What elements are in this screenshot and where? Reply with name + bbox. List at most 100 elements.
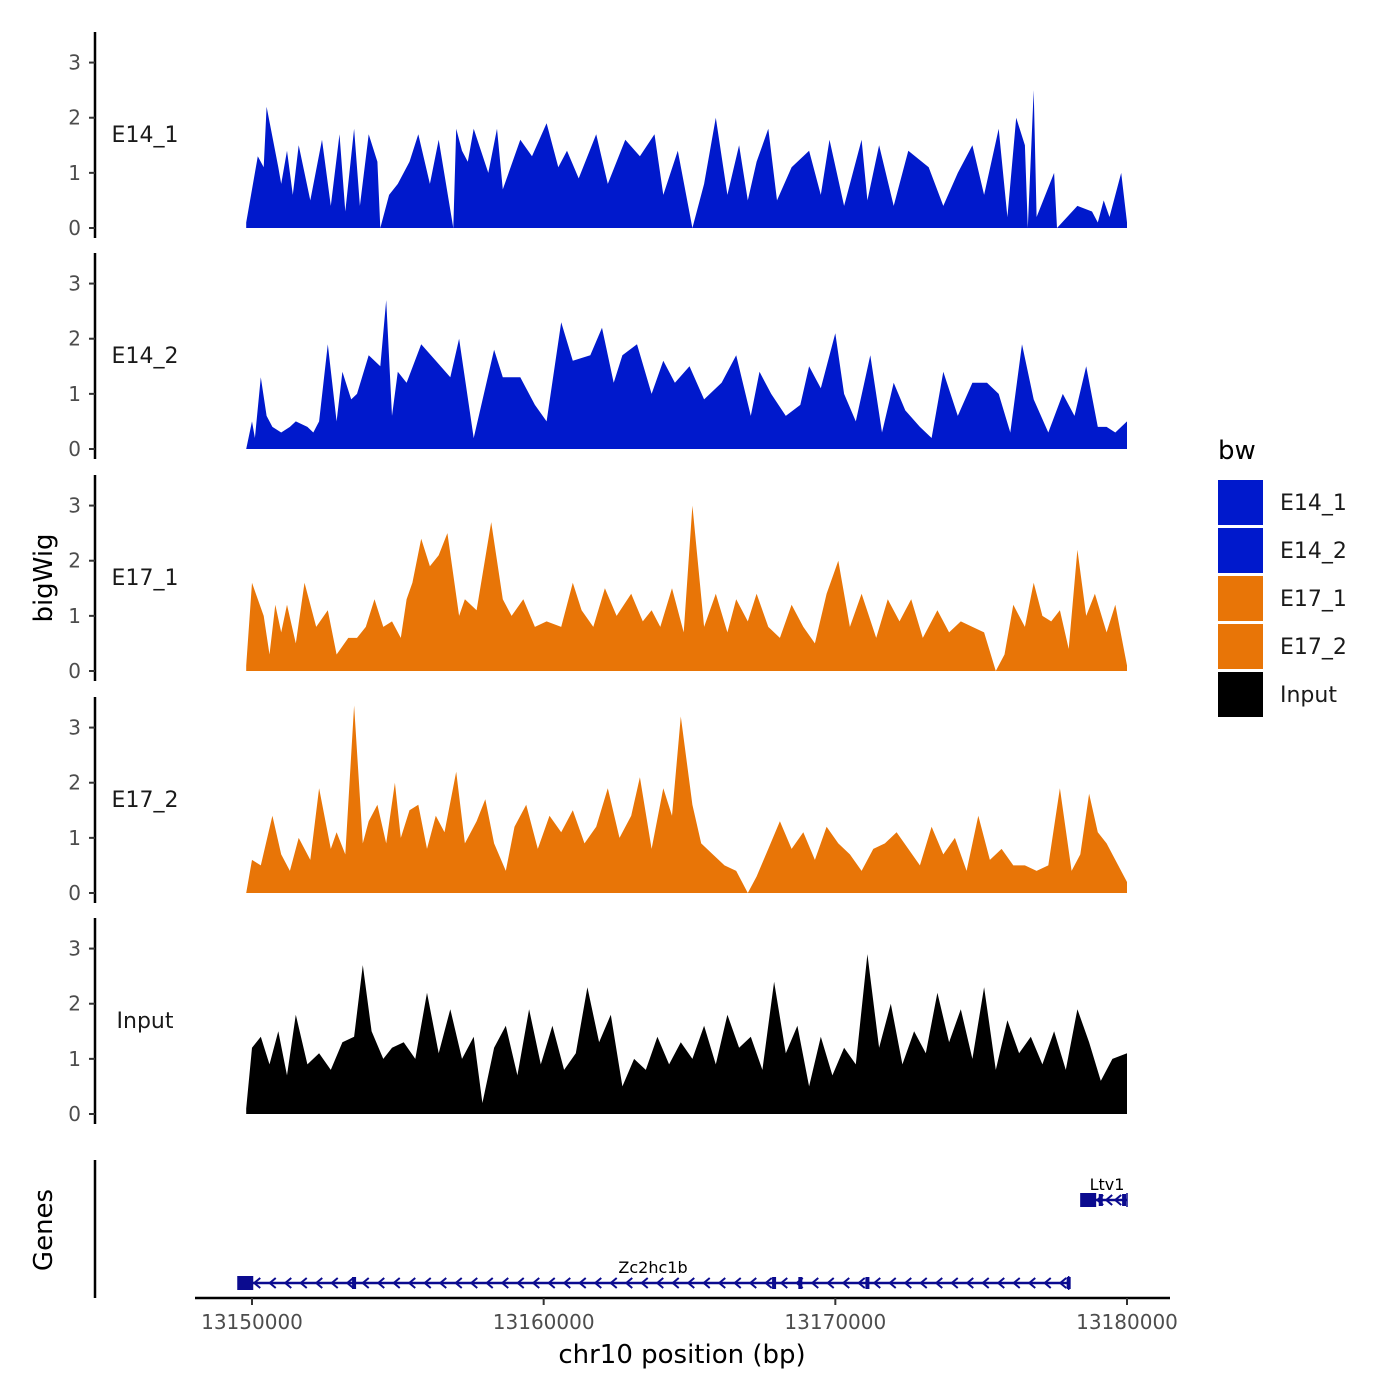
- strand-arrow: [314, 1277, 323, 1289]
- legend-item-e14-2: E14_2: [1218, 528, 1347, 573]
- exon: [1080, 1193, 1097, 1207]
- bigwig-panels: 0 1 2 3 E14_1 0 1 2 3 E14_2 0 1 2 3 E17_1 0 1 2 3 E17_2 0 1 2 3…: [68, 32, 1127, 1126]
- strand-arrow: [934, 1277, 943, 1289]
- strand-arrow: [361, 1277, 370, 1289]
- panel-e17-1: 0 1 2 3 E17_1: [68, 475, 1127, 683]
- strand-arrow: [950, 1277, 959, 1289]
- strand-arrow: [376, 1277, 385, 1289]
- panel-e14-2: 0 1 2 3 E14_2: [68, 253, 1127, 461]
- strand-arrow: [764, 1277, 773, 1289]
- strand-arrow: [996, 1277, 1005, 1289]
- strand-arrow: [454, 1277, 463, 1289]
- panel-label: E17_2: [112, 788, 179, 813]
- strand-arrow: [888, 1277, 897, 1289]
- legend-swatch: [1218, 672, 1263, 717]
- legend-item-e14-1: E14_1: [1218, 480, 1347, 525]
- y-tick-label: 2: [68, 992, 81, 1016]
- strand-arrow: [283, 1277, 292, 1289]
- strand-arrow: [919, 1277, 928, 1289]
- gene-ltv1: Ltv1: [1080, 1175, 1128, 1207]
- strand-arrow: [702, 1277, 711, 1289]
- exon: [798, 1277, 803, 1289]
- strand-arrow: [965, 1277, 974, 1289]
- strand-arrow: [1058, 1277, 1067, 1289]
- y-tick-label: 1: [68, 1047, 81, 1071]
- strand-arrow: [407, 1277, 416, 1289]
- legend-item-e17-1: E17_1: [1218, 576, 1347, 621]
- strand-arrow: [872, 1277, 881, 1289]
- strand-arrow: [547, 1277, 556, 1289]
- legend-label: E14_1: [1280, 491, 1347, 516]
- exon: [1122, 1194, 1127, 1206]
- y-tick-label: 0: [68, 437, 81, 461]
- signal-area-e17-2: [246, 705, 1127, 893]
- strand-arrow: [733, 1277, 742, 1289]
- x-axis-title: chr10 position (bp): [558, 1340, 805, 1370]
- strand-arrow: [1012, 1277, 1021, 1289]
- exon: [352, 1277, 357, 1289]
- exon: [237, 1276, 254, 1290]
- legend-label: Input: [1280, 683, 1337, 708]
- strand-arrow: [779, 1277, 788, 1289]
- x-axis: 13150000 13160000 13170000 13180000: [195, 1296, 1178, 1334]
- strand-arrow: [624, 1277, 633, 1289]
- x-tick-label: 13180000: [1076, 1310, 1178, 1334]
- strand-arrow: [686, 1277, 695, 1289]
- y-tick-label: 2: [68, 549, 81, 573]
- strand-arrow: [1043, 1277, 1052, 1289]
- legend-label: E14_2: [1280, 539, 1347, 564]
- strand-arrow: [826, 1277, 835, 1289]
- strand-arrow: [531, 1277, 540, 1289]
- strand-arrow: [485, 1277, 494, 1289]
- y-tick-label: 1: [68, 604, 81, 628]
- panel-input: 0 1 2 3 Input: [68, 918, 1127, 1126]
- strand-arrow: [981, 1277, 990, 1289]
- strand-arrow: [330, 1277, 339, 1289]
- legend-swatch: [1218, 480, 1263, 525]
- y-tick-label: 1: [68, 161, 81, 185]
- legend-swatch: [1218, 576, 1263, 621]
- strand-arrow: [299, 1277, 308, 1289]
- y-tick-label: 0: [68, 216, 81, 240]
- strand-arrow: [500, 1277, 509, 1289]
- panel-e14-1: 0 1 2 3 E14_1: [68, 32, 1127, 240]
- y-tick-label: 1: [68, 826, 81, 850]
- y-tick-label: 0: [68, 659, 81, 683]
- strand-arrow: [671, 1277, 680, 1289]
- y-tick-label: 2: [68, 327, 81, 351]
- legend-item-input: Input: [1218, 672, 1337, 717]
- strand-arrow: [857, 1277, 866, 1289]
- strand-arrow: [578, 1277, 587, 1289]
- panel-label: E17_1: [112, 566, 179, 591]
- strand-arrow: [1113, 1194, 1122, 1206]
- strand-arrow: [640, 1277, 649, 1289]
- strand-arrow: [268, 1277, 277, 1289]
- strand-arrow: [1027, 1277, 1036, 1289]
- y-tick-label: 3: [68, 716, 81, 740]
- exon: [772, 1277, 777, 1289]
- panel-e17-2: 0 1 2 3 E17_2: [68, 697, 1127, 905]
- legend-item-e17-2: E17_2: [1218, 624, 1347, 669]
- y-tick-label: 0: [68, 1102, 81, 1126]
- strand-arrow: [748, 1277, 757, 1289]
- legend-label: E17_2: [1280, 635, 1347, 660]
- strand-arrow: [469, 1277, 478, 1289]
- y-tick-label: 3: [68, 51, 81, 75]
- strand-arrow: [345, 1277, 354, 1289]
- legend-label: E17_1: [1280, 587, 1347, 612]
- strand-arrow: [609, 1277, 618, 1289]
- legend-title: bw: [1218, 436, 1256, 466]
- strand-arrow: [655, 1277, 664, 1289]
- y-tick-label: 1: [68, 382, 81, 406]
- strand-arrow: [392, 1277, 401, 1289]
- y-tick-label: 2: [68, 106, 81, 130]
- panel-label: Input: [117, 1009, 174, 1034]
- gene-zc2hc1b: Zc2hc1b: [237, 1258, 1071, 1290]
- x-tick-label: 13160000: [493, 1310, 595, 1334]
- y-tick-label: 3: [68, 272, 81, 296]
- x-tick-label: 13150000: [201, 1310, 303, 1334]
- strand-arrow: [593, 1277, 602, 1289]
- y-tick-label: 2: [68, 771, 81, 795]
- signal-area-e14-1: [246, 90, 1127, 228]
